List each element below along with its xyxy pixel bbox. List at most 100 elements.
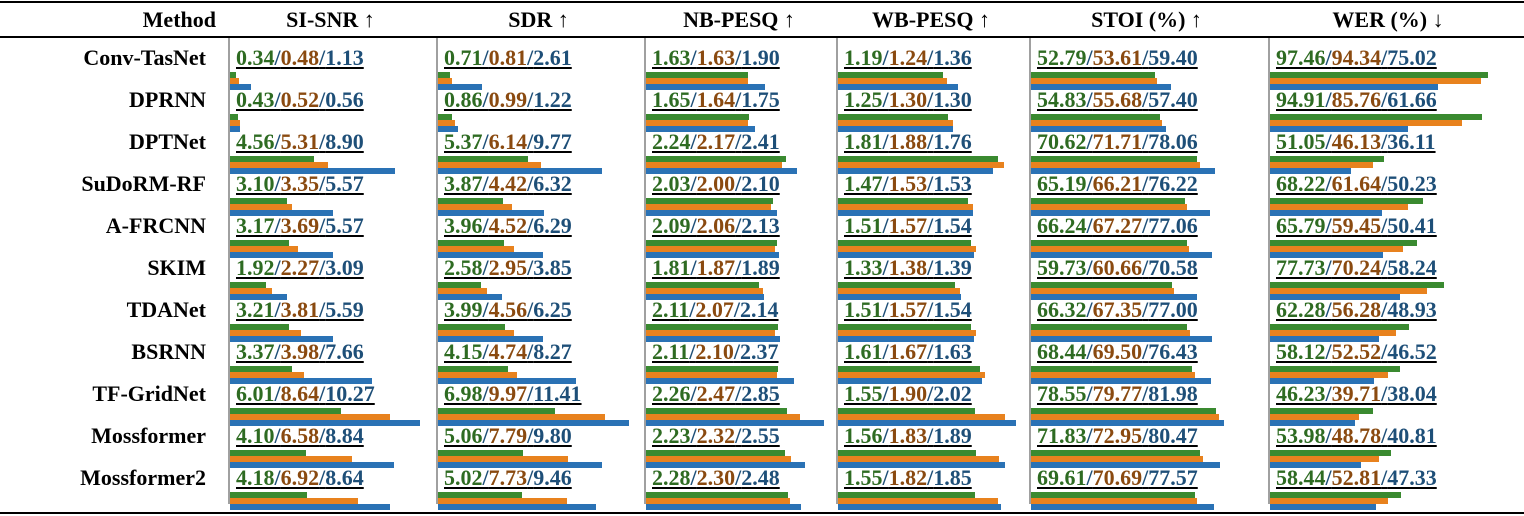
bar-wb-pesq-series-1	[838, 408, 975, 414]
value-1: 1.65	[652, 87, 691, 112]
bar-sdr-series-3	[438, 252, 544, 258]
bar-stoi-series-3	[1031, 210, 1211, 216]
bar-sdr-series-3	[438, 504, 597, 510]
bar-nb-pesq-series-2	[646, 246, 775, 252]
value-2: 72.95	[1092, 423, 1143, 448]
bar-si-snr-series-3	[230, 462, 394, 468]
bar-wer-series-1	[1270, 492, 1401, 498]
value-3: 10.27	[325, 381, 375, 406]
value-slash: /	[527, 129, 534, 154]
bar-stoi-series-2	[1031, 246, 1190, 252]
value-1: 59.73	[1037, 255, 1087, 280]
bar-wer-series-3	[1270, 336, 1380, 342]
bar-si-snr-series-2	[230, 246, 299, 252]
metric-cell-stoi: 65.19/66.21/76.22	[1037, 170, 1198, 198]
bar-wer-series-2	[1270, 204, 1408, 210]
value-2: 2.06	[696, 213, 736, 238]
value-slash: /	[482, 381, 489, 406]
value-2: 52.81	[1331, 465, 1382, 490]
value-slash: /	[274, 45, 281, 70]
metric-cell-nb-pesq: 2.26/2.47/2.85	[652, 380, 780, 408]
value-3: 5.57	[325, 171, 364, 196]
bar-si-snr-series-1	[230, 114, 238, 120]
value-slash: /	[735, 87, 742, 112]
value-slash: /	[690, 381, 697, 406]
bar-sdr-series-2	[438, 120, 455, 126]
value-slash: /	[690, 465, 697, 490]
metric-cell-wb-pesq: 1.51/1.57/1.54	[844, 212, 972, 240]
bar-wb-pesq-series-3	[838, 336, 974, 342]
bar-sdr-series-3	[438, 378, 577, 384]
value-3: 57.40	[1148, 87, 1198, 112]
bar-stoi-series-3	[1031, 336, 1213, 342]
value-3: 9.46	[533, 465, 572, 490]
value-3: 78.06	[1148, 129, 1198, 154]
bar-wb-pesq-series-2	[838, 78, 948, 84]
value-slash: /	[482, 465, 489, 490]
method-name: Mossformer2	[80, 465, 206, 490]
value-2: 2.00	[696, 171, 736, 196]
bar-wer-series-2	[1270, 330, 1396, 336]
bar-si-snr-series-2	[230, 78, 239, 84]
value-1: 51.05	[1276, 129, 1326, 154]
value-2: 4.74	[488, 339, 528, 364]
value-slash: /	[882, 213, 889, 238]
bar-wb-pesq-series-1	[838, 156, 998, 162]
bar-wer-series-1	[1270, 114, 1483, 120]
value-1: 3.10	[236, 171, 275, 196]
bar-si-snr-series-3	[230, 294, 288, 300]
value-2: 1.30	[888, 87, 928, 112]
value-1: 58.44	[1276, 465, 1326, 490]
bar-stoi-series-1	[1031, 366, 1193, 372]
value-slash: /	[882, 423, 889, 448]
value-slash: /	[527, 45, 534, 70]
metric-cell-sdr: 0.86/0.99/1.22	[444, 86, 572, 114]
value-slash: /	[689, 339, 696, 364]
bar-wer-series-3	[1270, 462, 1362, 468]
bar-sdr-series-3	[438, 420, 629, 426]
value-3: 3.85	[533, 255, 572, 280]
bar-nb-pesq-series-3	[646, 420, 824, 426]
bar-wer-series-1	[1270, 198, 1423, 204]
value-3: 48.93	[1387, 297, 1437, 322]
value-slash: /	[1325, 381, 1332, 406]
value-slash: /	[274, 213, 281, 238]
value-slash: /	[274, 87, 281, 112]
metric-cell-si-snr: 4.18/6.92/8.64	[236, 464, 364, 492]
value-3: 11.41	[533, 381, 582, 406]
bar-si-snr-series-3	[230, 378, 372, 384]
value-slash: /	[527, 423, 534, 448]
value-3: 2.14	[740, 297, 779, 322]
value-slash: /	[1381, 213, 1388, 238]
value-slash: /	[1086, 129, 1093, 154]
metric-cell-si-snr: 0.43/0.52/0.56	[236, 86, 364, 114]
bar-stoi-series-3	[1031, 420, 1224, 426]
value-slash: /	[1325, 171, 1332, 196]
column-separator-wb-pesq	[836, 38, 838, 504]
metric-cell-wb-pesq: 1.55/1.82/1.85	[844, 464, 972, 492]
bar-si-snr-series-3	[230, 420, 420, 426]
metric-cell-nb-pesq: 2.28/2.30/2.48	[652, 464, 780, 492]
value-1: 6.01	[236, 381, 275, 406]
bar-wer-series-3	[1270, 294, 1401, 300]
bar-nb-pesq-series-1	[646, 408, 788, 414]
bar-wer-series-1	[1270, 282, 1444, 288]
value-slash: /	[527, 381, 534, 406]
bar-sdr-series-1	[438, 240, 505, 246]
metric-cell-wb-pesq: 1.55/1.90/2.02	[844, 380, 972, 408]
value-2: 48.78	[1331, 423, 1382, 448]
value-slash: /	[735, 171, 742, 196]
value-3: 9.77	[533, 129, 572, 154]
value-3: 50.41	[1387, 213, 1437, 238]
bar-wer-series-2	[1270, 120, 1462, 126]
value-slash: /	[927, 297, 934, 322]
value-slash: /	[927, 339, 934, 364]
value-2: 1.24	[888, 45, 928, 70]
value-1: 58.12	[1276, 339, 1326, 364]
metric-cell-nb-pesq: 2.11/2.10/2.37	[652, 338, 779, 366]
metric-cell-wer: 53.98/48.78/40.81	[1276, 422, 1437, 450]
bar-wer-series-1	[1270, 366, 1400, 372]
bar-sdr-series-2	[438, 498, 568, 504]
value-3: 1.54	[933, 213, 972, 238]
value-2: 2.07	[695, 297, 734, 322]
